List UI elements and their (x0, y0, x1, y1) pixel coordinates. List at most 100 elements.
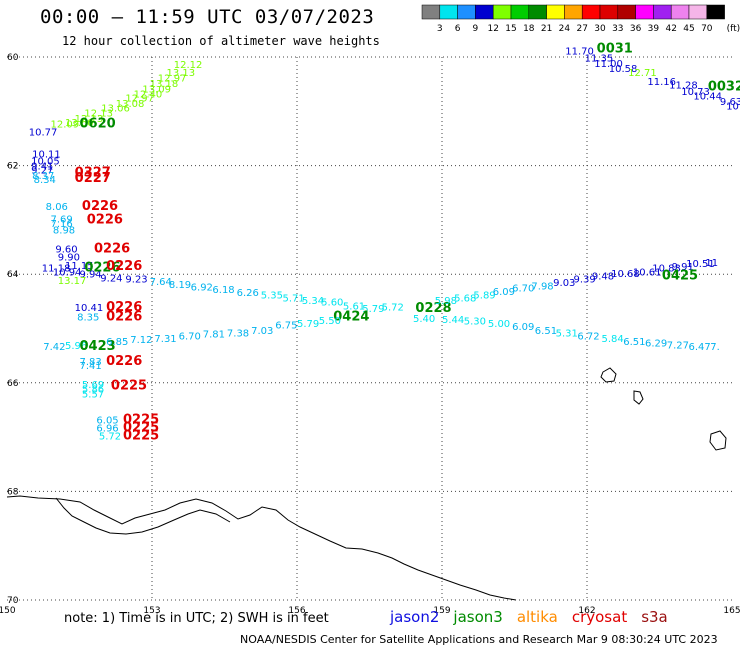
pass-time-label: 0227 (75, 171, 111, 186)
wave-height-label: 5.69 (82, 380, 104, 391)
wave-height-label: 6.05 (96, 416, 118, 427)
wave-height-label: 7.83 (80, 357, 102, 368)
pass-time-label: 0226 (87, 213, 123, 228)
wave-height-label: 10.51 (686, 259, 715, 270)
scale-swatch (706, 4, 725, 20)
wave-height-label: 12.71 (628, 68, 657, 79)
page-title: 00:00 — 11:59 UTC 03/07/2023 (40, 6, 375, 28)
wave-height-label: 7.64 (150, 277, 172, 288)
scale-swatch (546, 4, 565, 20)
wave-height-label: 5.44 (442, 315, 464, 326)
wave-height-label: 5.61 (343, 301, 365, 312)
pass-time-label: 0226 (94, 241, 130, 256)
scale-tick-label: 36 (630, 24, 642, 34)
scale-tick-label: 27 (576, 24, 587, 34)
wave-height-label: 5.31 (556, 329, 578, 340)
pass-time-label: 0226 (106, 309, 142, 324)
wave-height-label: 6.85 (106, 337, 128, 348)
wave-height-label: 9.94 (80, 269, 102, 280)
wave-height-label: 5.72 (99, 431, 121, 442)
wave-height-label: 10.05 (31, 157, 60, 168)
lon-label: 156 (288, 606, 305, 616)
pass-time-label: 0226 (84, 260, 120, 275)
wave-height-label: 10.41 (75, 303, 104, 314)
footer-credit: NOAA/NESDIS Center for Satellite Applica… (240, 633, 718, 646)
wave-height-label: 9.90 (58, 253, 80, 264)
wave-height-label: 5.79 (362, 304, 384, 315)
scale-tick-label: 42 (665, 24, 676, 34)
wave-height-label: 6.51 (623, 337, 645, 348)
wave-height-label: 5.79 (297, 319, 319, 330)
wave-height-label: 10.77 (29, 128, 58, 139)
wave-height-label: 5.98 (435, 296, 457, 307)
pass-time-label: 0225 (123, 428, 159, 443)
coastline-bay (55, 497, 231, 535)
lat-label: 62 (7, 162, 18, 172)
annotations-layer: 12.1213.1312.9713.1813.0912.4012.9713.08… (29, 42, 740, 444)
wave-height-label: 11.15 (65, 261, 94, 272)
wave-height-label: 7. (710, 342, 720, 353)
graticule-grid (7, 56, 732, 601)
wave-height-label: 12.12 (174, 60, 203, 71)
wave-height-label: 5.50 (319, 316, 341, 327)
wave-height-label: 7.38 (227, 329, 249, 340)
scale-swatch (475, 4, 494, 20)
wave-height-label: 6.47 (689, 342, 711, 353)
scale-tick-label: 45 (683, 24, 694, 34)
wave-height-label: 6.70 (512, 284, 534, 295)
wave-height-label: 11.28 (669, 80, 698, 91)
footer-note: note: 1) Time is in UTC; 2) SWH is in fe… (64, 611, 329, 626)
wave-height-label: 12.13 (84, 109, 113, 120)
wave-height-label: 9.63 (720, 97, 740, 108)
scale-swatch (510, 4, 530, 20)
wave-height-label: 13.60 (65, 118, 94, 129)
lon-label: 150 (0, 606, 16, 616)
wave-height-label: 5.72 (382, 303, 404, 314)
wave-height-label: 13.18 (150, 79, 179, 90)
wave-height-label: 5.71 (283, 293, 305, 304)
wave-height-label: 5.35 (261, 291, 283, 302)
wave-height-label: 7.81 (203, 330, 225, 341)
scale-unit-label: (ft) (727, 24, 740, 34)
wave-height-label: 9.27 (31, 166, 53, 177)
scale-swatch (635, 4, 654, 20)
wave-height-label: 10.11 (32, 149, 61, 160)
scale-tick-label: 9 (473, 24, 479, 34)
satellite-legend-altika: altika (516, 608, 558, 626)
wave-height-label: 9.39 (573, 274, 595, 285)
wave-height-label: 6.29 (645, 338, 667, 349)
scale-swatch (492, 4, 512, 20)
wave-height-label: 13.13 (167, 68, 196, 79)
wave-height-label: 12.09 (51, 120, 80, 131)
wave-height-label: 8.06 (46, 202, 68, 213)
wave-height-label: 5.68 (454, 293, 476, 304)
pass-time-label: 0225 (123, 413, 159, 428)
wave-height-label: 10.73 (681, 87, 710, 98)
wave-height-label: 7.27 (667, 341, 689, 352)
wave-height-label: 13.17 (58, 276, 87, 287)
scale-tick-label: 70 (701, 24, 713, 34)
wave-height-label: 5.57 (82, 389, 104, 400)
wave-height-label: 6.09 (493, 287, 515, 298)
wave-height-label: 6.92 (191, 282, 213, 293)
wave-height-label: 8.35 (77, 312, 99, 323)
scale-swatch (457, 4, 476, 20)
pass-time-label: 0226 (106, 354, 142, 369)
pass-time-label: 0423 (80, 339, 116, 354)
lat-label: 70 (7, 596, 19, 606)
scale-tick-label: 18 (523, 24, 535, 34)
wave-height-label: 6.70 (179, 331, 201, 342)
wave-height-label: 6.51 (535, 326, 557, 337)
wave-height-label: 12.97 (125, 94, 154, 105)
scale-swatch (528, 4, 547, 20)
satellite-legend: jason2 jason3 altika cryosat s3a (390, 608, 682, 626)
lat-label: 68 (7, 487, 19, 497)
coastline (6, 367, 727, 601)
scale-tick-label: 30 (594, 24, 606, 34)
wave-height-label: 7.03 (251, 326, 273, 337)
wave-height-label: 5.86 (82, 385, 104, 396)
pass-time-label: 0620 (80, 117, 116, 132)
pass-time-label: 0226 (106, 300, 142, 315)
scale-swatch (581, 4, 601, 20)
